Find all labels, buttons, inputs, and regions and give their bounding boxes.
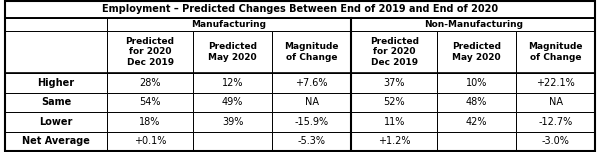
Text: Manufacturing: Manufacturing: [191, 20, 266, 29]
Text: Higher: Higher: [37, 78, 74, 88]
Bar: [5, 31, 107, 73]
Text: 12%: 12%: [222, 78, 244, 88]
Bar: [351, 93, 437, 112]
Bar: [272, 73, 351, 93]
Text: +7.6%: +7.6%: [295, 78, 328, 88]
Bar: [5, 1, 595, 18]
Bar: [437, 112, 516, 132]
Bar: [107, 112, 193, 132]
Text: 54%: 54%: [139, 97, 161, 107]
Bar: [193, 93, 272, 112]
Text: 37%: 37%: [383, 78, 405, 88]
Text: -12.7%: -12.7%: [539, 117, 573, 127]
Text: Magnitude
of Change: Magnitude of Change: [529, 42, 583, 62]
Bar: [351, 18, 595, 31]
Bar: [107, 31, 193, 73]
Text: +0.1%: +0.1%: [134, 136, 166, 147]
Bar: [272, 93, 351, 112]
Bar: [351, 31, 437, 73]
Bar: [516, 93, 595, 112]
Text: 42%: 42%: [466, 117, 487, 127]
Bar: [107, 93, 193, 112]
Bar: [351, 132, 437, 151]
Bar: [193, 132, 272, 151]
Bar: [272, 132, 351, 151]
Text: 10%: 10%: [466, 78, 487, 88]
Text: 52%: 52%: [383, 97, 405, 107]
Text: NA: NA: [305, 97, 319, 107]
Text: Net Average: Net Average: [22, 136, 90, 147]
Bar: [516, 132, 595, 151]
Text: +1.2%: +1.2%: [378, 136, 410, 147]
Bar: [437, 73, 516, 93]
Text: 18%: 18%: [139, 117, 161, 127]
Bar: [193, 73, 272, 93]
Bar: [5, 112, 107, 132]
Text: 39%: 39%: [222, 117, 244, 127]
Text: Same: Same: [41, 97, 71, 107]
Bar: [437, 132, 516, 151]
Bar: [351, 112, 437, 132]
Text: Predicted
May 2020: Predicted May 2020: [208, 42, 257, 62]
Text: -15.9%: -15.9%: [295, 117, 329, 127]
Text: Lower: Lower: [39, 117, 73, 127]
Text: +22.1%: +22.1%: [536, 78, 575, 88]
Bar: [107, 18, 351, 31]
Text: -5.3%: -5.3%: [298, 136, 326, 147]
Bar: [437, 31, 516, 73]
Text: NA: NA: [548, 97, 563, 107]
Bar: [272, 31, 351, 73]
Text: Predicted
for 2020
Dec 2019: Predicted for 2020 Dec 2019: [370, 37, 419, 67]
Text: -3.0%: -3.0%: [542, 136, 569, 147]
Bar: [5, 93, 107, 112]
Bar: [193, 31, 272, 73]
Bar: [107, 132, 193, 151]
Text: Magnitude
of Change: Magnitude of Change: [284, 42, 339, 62]
Text: Predicted
for 2020
Dec 2019: Predicted for 2020 Dec 2019: [125, 37, 175, 67]
Bar: [516, 31, 595, 73]
Text: 48%: 48%: [466, 97, 487, 107]
Bar: [351, 73, 437, 93]
Bar: [516, 73, 595, 93]
Text: Predicted
May 2020: Predicted May 2020: [452, 42, 501, 62]
Text: Non-Manufacturing: Non-Manufacturing: [424, 20, 523, 29]
Bar: [5, 132, 107, 151]
Bar: [107, 73, 193, 93]
Bar: [193, 112, 272, 132]
Bar: [5, 18, 107, 31]
Bar: [272, 112, 351, 132]
Text: 28%: 28%: [139, 78, 161, 88]
Text: Employment – Predicted Changes Between End of 2019 and End of 2020: Employment – Predicted Changes Between E…: [102, 4, 498, 14]
Bar: [516, 112, 595, 132]
Bar: [5, 73, 107, 93]
Bar: [437, 93, 516, 112]
Text: 11%: 11%: [383, 117, 405, 127]
Text: 49%: 49%: [222, 97, 244, 107]
